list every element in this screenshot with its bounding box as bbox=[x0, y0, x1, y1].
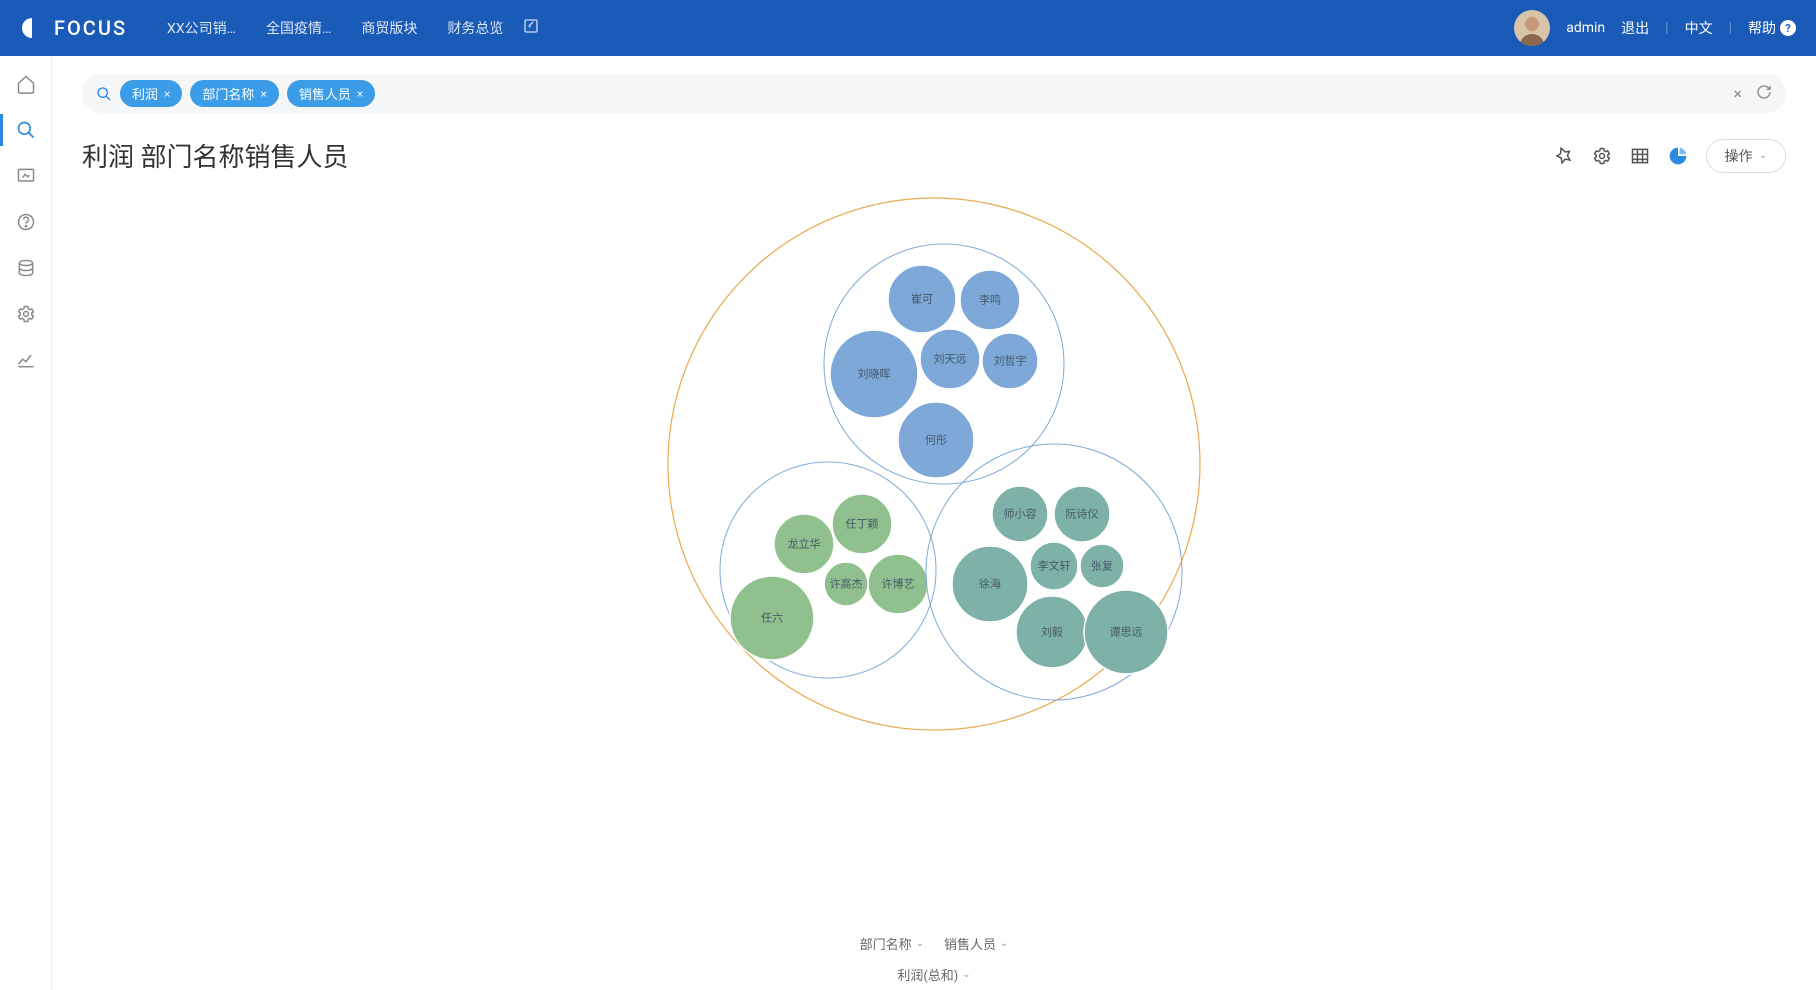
svg-text:张复: 张复 bbox=[1091, 559, 1113, 573]
svg-text:龙立华: 龙立华 bbox=[788, 537, 821, 551]
svg-text:任六: 任六 bbox=[761, 612, 783, 625]
nav-tab-3[interactable]: 财务总览 bbox=[447, 14, 503, 42]
brand-text: FOCUS bbox=[54, 16, 127, 40]
top-right: admin 退出 | 中文 | 帮助 ? bbox=[1514, 10, 1796, 46]
nav-tab-0[interactable]: XX公司销… bbox=[167, 14, 236, 42]
title-actions: 操作⌄ bbox=[1554, 139, 1786, 173]
search-chip-0[interactable]: 利润× bbox=[120, 80, 182, 107]
svg-text:刘哲宇: 刘哲宇 bbox=[994, 355, 1027, 368]
legend-row-1: 部门名称⌄ 销售人员⌄ bbox=[82, 928, 1786, 959]
content: 利润× 部门名称× 销售人员× × 利润 部门名称销售人员 操作⌄ 崔可 李鸣刘天… bbox=[52, 56, 1816, 990]
sidebar-board-icon[interactable] bbox=[14, 164, 38, 188]
page-title: 利润 部门名称销售人员 bbox=[82, 137, 348, 174]
sidebar-data-icon[interactable] bbox=[14, 256, 38, 280]
legend-row-2: 利润(总和)⌄ bbox=[82, 959, 1786, 990]
svg-text:刘毅: 刘毅 bbox=[1041, 625, 1063, 639]
svg-text:何彤: 何彤 bbox=[925, 434, 947, 447]
svg-text:崔可: 崔可 bbox=[911, 292, 933, 306]
chip-remove-icon[interactable]: × bbox=[260, 87, 266, 101]
legend-dim-0[interactable]: 部门名称⌄ bbox=[860, 934, 924, 953]
clear-icon[interactable]: × bbox=[1733, 84, 1742, 103]
operations-button[interactable]: 操作⌄ bbox=[1706, 139, 1786, 173]
top-bar: FOCUS XX公司销… 全国疫情… 商贸版块 财务总览 admin 退出 | … bbox=[0, 0, 1816, 56]
svg-text:徐海: 徐海 bbox=[979, 577, 1001, 591]
svg-text:李文轩: 李文轩 bbox=[1038, 559, 1071, 573]
search-bar[interactable]: 利润× 部门名称× 销售人员× × bbox=[82, 74, 1786, 113]
svg-text:刘天远: 刘天远 bbox=[934, 353, 967, 366]
help-icon: ? bbox=[1780, 20, 1796, 36]
svg-text:师小容: 师小容 bbox=[1004, 507, 1037, 521]
legend-dim-1[interactable]: 销售人员⌄ bbox=[944, 934, 1008, 953]
svg-text:阮诗仪: 阮诗仪 bbox=[1066, 507, 1099, 521]
help-link[interactable]: 帮助 ? bbox=[1748, 18, 1796, 38]
sidebar bbox=[0, 56, 52, 990]
sidebar-search-icon[interactable] bbox=[14, 118, 38, 142]
chevron-down-icon: ⌄ bbox=[916, 938, 924, 949]
refresh-icon[interactable] bbox=[1756, 84, 1772, 104]
chevron-down-icon: ⌄ bbox=[962, 969, 970, 980]
search-icon bbox=[96, 86, 112, 102]
svg-text:许博艺: 许博艺 bbox=[882, 578, 915, 591]
sidebar-settings-icon[interactable] bbox=[14, 302, 38, 326]
username[interactable]: admin bbox=[1566, 20, 1605, 36]
chip-remove-icon[interactable]: × bbox=[164, 87, 170, 101]
gear-icon[interactable] bbox=[1592, 146, 1612, 166]
brand-icon bbox=[20, 16, 44, 40]
brand-logo[interactable]: FOCUS bbox=[20, 16, 127, 40]
search-chip-2[interactable]: 销售人员× bbox=[287, 80, 375, 107]
nav-tab-2[interactable]: 商贸版块 bbox=[361, 14, 417, 42]
circle-packing-chart[interactable]: 崔可 李鸣刘天远 刘哲宇刘晓晖何彤任丁颖龙立华许博艺 许高杰任六 师小容 阮诗仪李文轩 张复… bbox=[554, 184, 1314, 744]
divider: | bbox=[1729, 20, 1732, 36]
chevron-down-icon: ⌄ bbox=[1000, 938, 1008, 949]
title-row: 利润 部门名称销售人员 操作⌄ bbox=[82, 137, 1786, 174]
svg-text:许高杰: 许高杰 bbox=[830, 577, 863, 591]
logout-link[interactable]: 退出 bbox=[1621, 18, 1649, 38]
svg-text:李鸣: 李鸣 bbox=[979, 293, 1001, 307]
edit-tabs-icon[interactable] bbox=[523, 18, 539, 38]
chart-view-icon[interactable] bbox=[1668, 146, 1688, 166]
pin-icon[interactable] bbox=[1554, 146, 1574, 166]
avatar[interactable] bbox=[1514, 10, 1550, 46]
nav-tabs: XX公司销… 全国疫情… 商贸版块 财务总览 bbox=[167, 14, 503, 42]
search-chip-1[interactable]: 部门名称× bbox=[190, 80, 278, 107]
legend-measure[interactable]: 利润(总和)⌄ bbox=[897, 965, 970, 984]
chip-remove-icon[interactable]: × bbox=[357, 87, 363, 101]
nav-tab-1[interactable]: 全国疫情… bbox=[266, 14, 331, 42]
sidebar-help-icon[interactable] bbox=[14, 210, 38, 234]
svg-text:谭思远: 谭思远 bbox=[1110, 626, 1143, 639]
sidebar-trend-icon[interactable] bbox=[14, 348, 38, 372]
svg-text:任丁颖: 任丁颖 bbox=[846, 518, 879, 531]
table-view-icon[interactable] bbox=[1630, 146, 1650, 166]
sidebar-home-icon[interactable] bbox=[14, 72, 38, 96]
svg-text:刘晓晖: 刘晓晖 bbox=[858, 368, 891, 381]
chart-area: 崔可 李鸣刘天远 刘哲宇刘晓晖何彤任丁颖龙立华许博艺 许高杰任六 师小容 阮诗仪李文轩 张复… bbox=[82, 184, 1786, 928]
chevron-down-icon: ⌄ bbox=[1759, 150, 1767, 161]
language-link[interactable]: 中文 bbox=[1685, 18, 1713, 38]
divider: | bbox=[1665, 20, 1668, 36]
